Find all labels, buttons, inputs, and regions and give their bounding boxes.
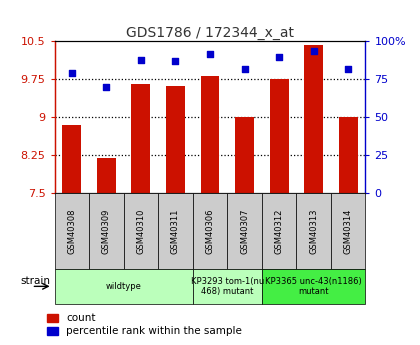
Bar bbox=[339, 117, 357, 193]
Text: KP3293 tom-1(nu
468) mutant: KP3293 tom-1(nu 468) mutant bbox=[191, 277, 264, 296]
Bar bbox=[304, 46, 323, 193]
Text: GSM40311: GSM40311 bbox=[171, 208, 180, 254]
Bar bbox=[97, 158, 116, 193]
Text: strain: strain bbox=[21, 276, 50, 286]
Point bbox=[241, 66, 248, 71]
Text: KP3365 unc-43(n1186)
mutant: KP3365 unc-43(n1186) mutant bbox=[265, 277, 362, 296]
Point bbox=[172, 58, 179, 64]
Legend: count, percentile rank within the sample: count, percentile rank within the sample bbox=[47, 313, 242, 336]
Bar bbox=[200, 76, 220, 193]
Bar bbox=[235, 117, 254, 193]
Point bbox=[276, 54, 282, 59]
Text: GSM40307: GSM40307 bbox=[240, 208, 249, 254]
Text: GSM40308: GSM40308 bbox=[67, 208, 76, 254]
Point bbox=[103, 84, 110, 90]
Text: wildtype: wildtype bbox=[106, 282, 142, 291]
Text: GSM40310: GSM40310 bbox=[136, 208, 145, 254]
Text: GSM40313: GSM40313 bbox=[309, 208, 318, 254]
Point bbox=[207, 51, 213, 56]
Point bbox=[138, 57, 144, 62]
Text: GSM40314: GSM40314 bbox=[344, 208, 353, 254]
Title: GDS1786 / 172344_x_at: GDS1786 / 172344_x_at bbox=[126, 26, 294, 40]
Bar bbox=[166, 86, 185, 193]
Point bbox=[310, 48, 317, 53]
Bar bbox=[131, 85, 150, 193]
Text: GSM40309: GSM40309 bbox=[102, 208, 111, 254]
Text: GSM40312: GSM40312 bbox=[275, 208, 284, 254]
Point bbox=[345, 66, 352, 71]
Text: GSM40306: GSM40306 bbox=[205, 208, 215, 254]
Bar bbox=[63, 125, 81, 193]
Bar bbox=[270, 79, 289, 193]
Point bbox=[68, 70, 75, 76]
